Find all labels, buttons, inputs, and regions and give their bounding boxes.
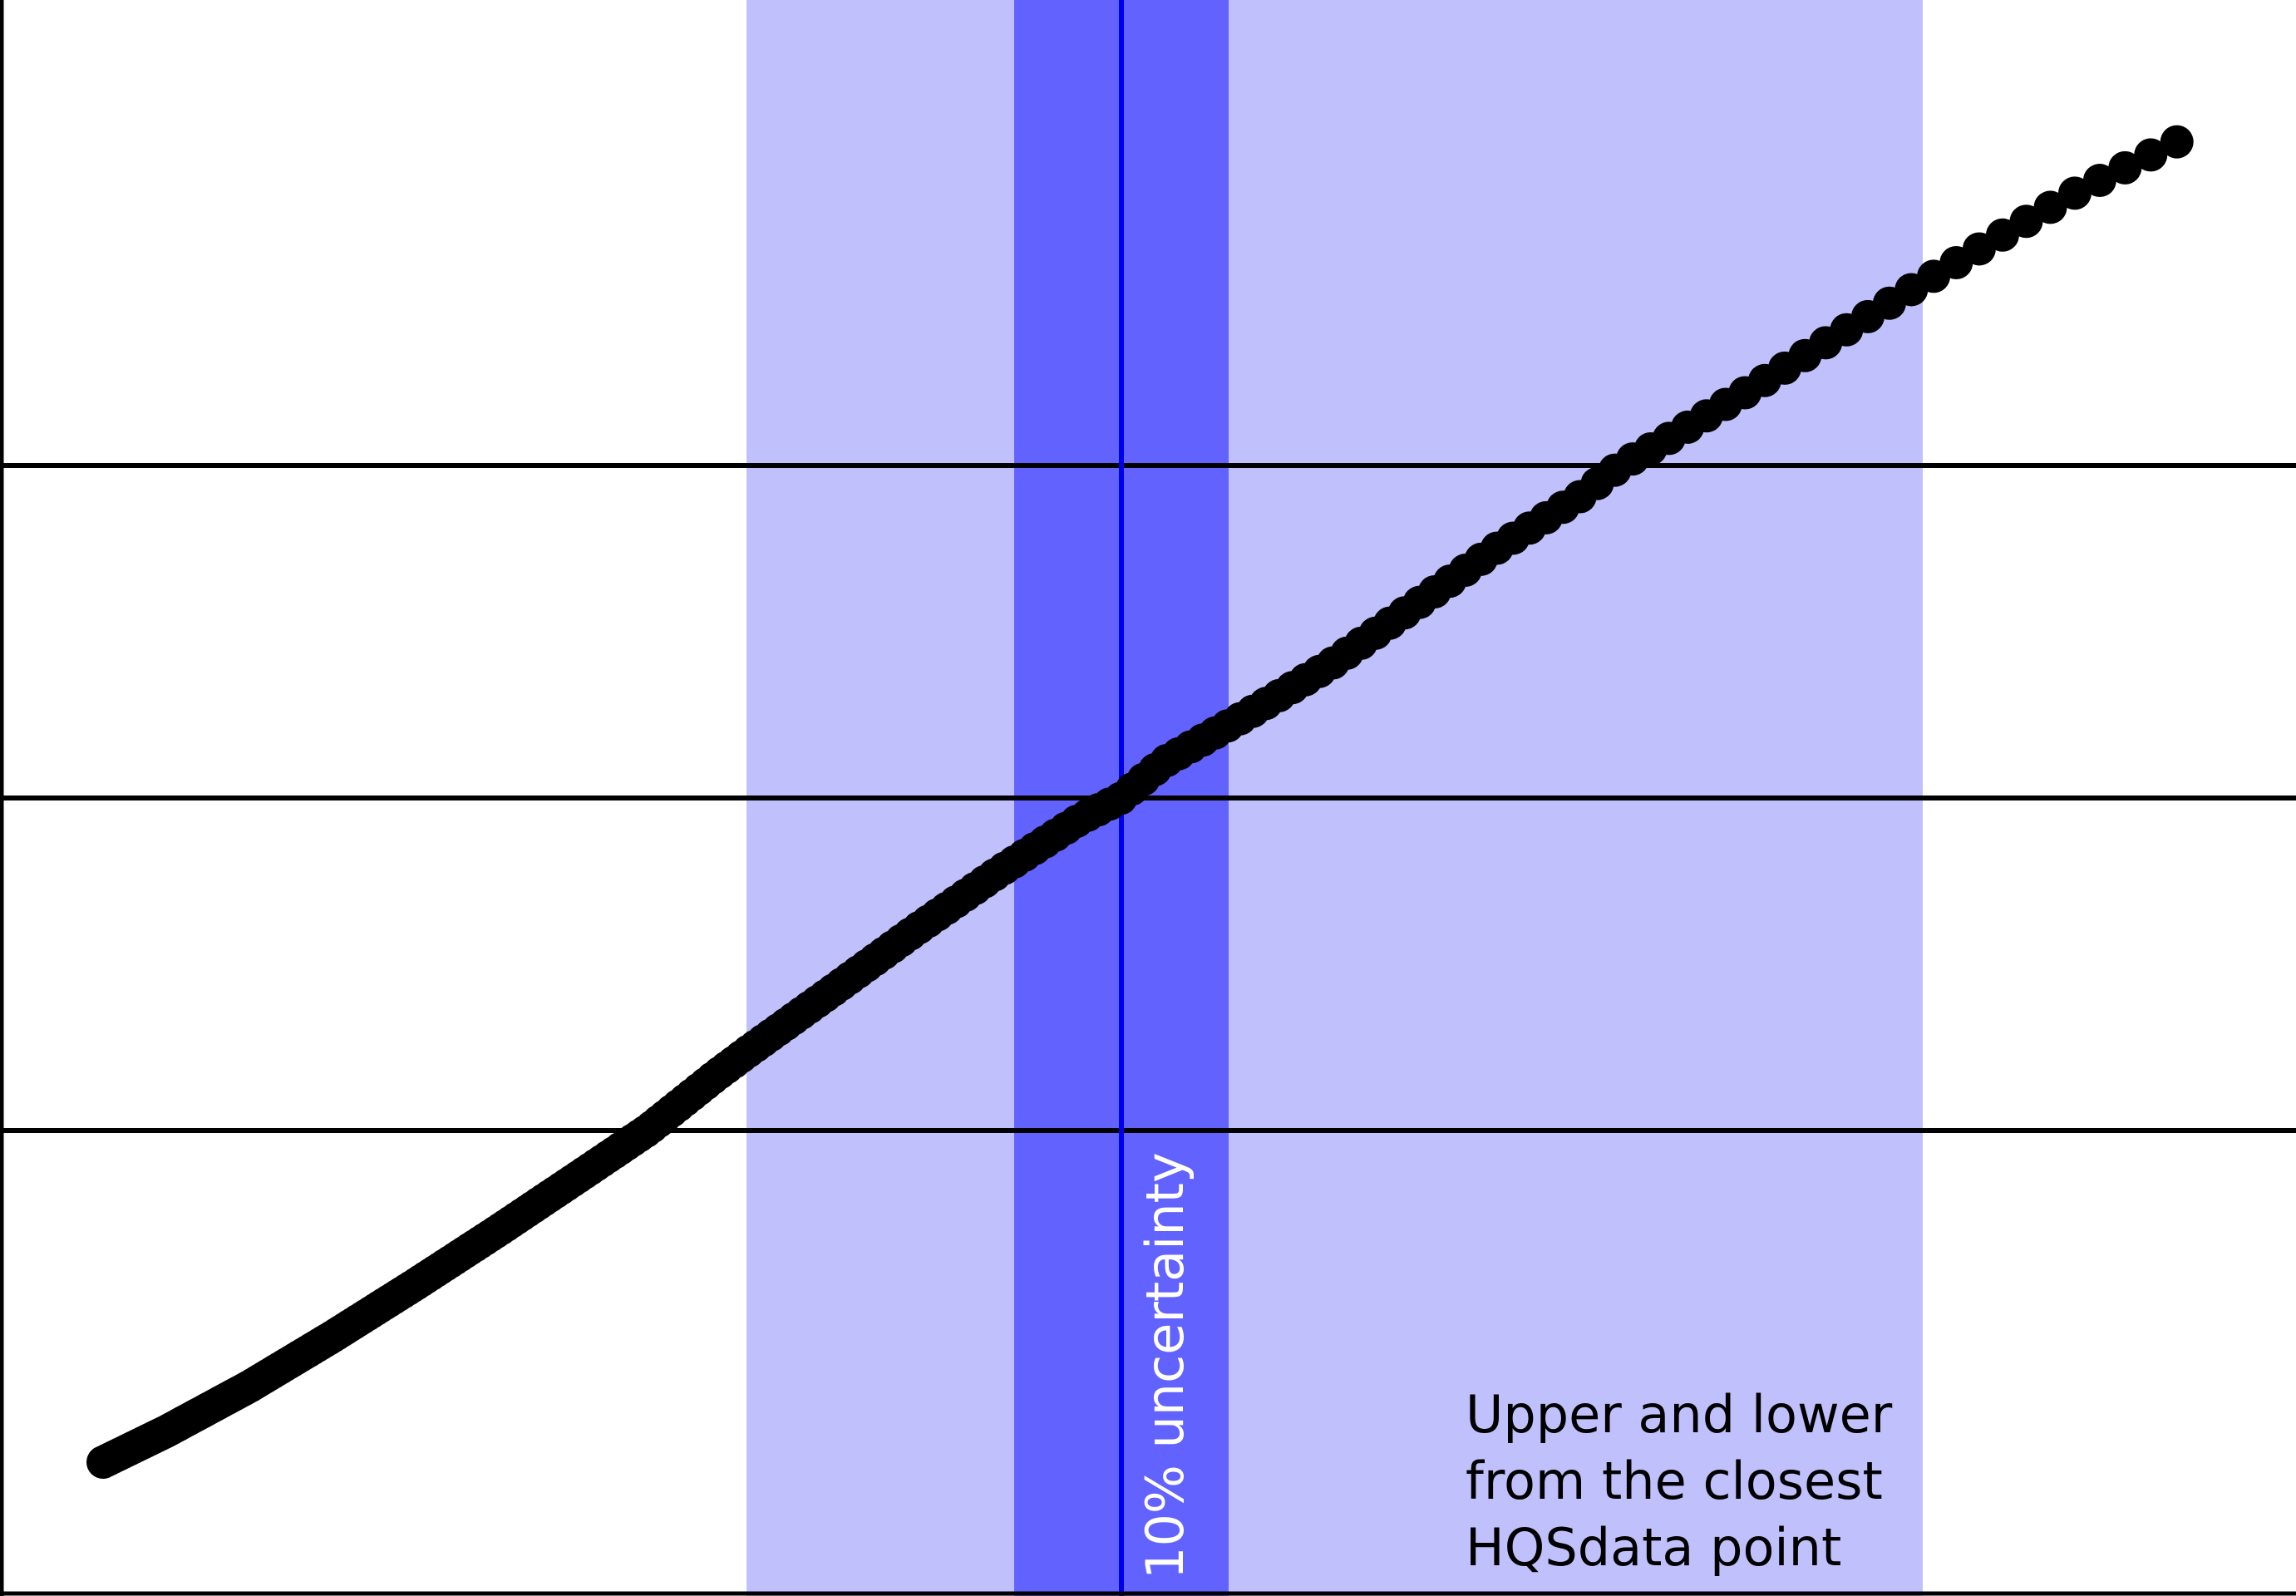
data-point (2108, 150, 2142, 185)
data-point (2082, 164, 2116, 198)
data-point (2134, 138, 2168, 172)
horizontal-lines (0, 463, 2296, 1133)
annotation-line-3: HQSdata point (1466, 1517, 1841, 1578)
annotation-line-2: from the closest (1466, 1451, 1883, 1511)
data-point (2160, 125, 2194, 159)
data-points (86, 125, 2194, 1479)
data-point (2057, 176, 2092, 210)
annotation-line-1: Upper and lower (1466, 1384, 1893, 1445)
annotation-block: Upper and lower from the closest HQSdata… (1466, 1384, 1893, 1578)
uncertainty-label: 10% uncertainty (1135, 1152, 1195, 1579)
data-point (2033, 190, 2067, 224)
data-point (2009, 204, 2043, 239)
